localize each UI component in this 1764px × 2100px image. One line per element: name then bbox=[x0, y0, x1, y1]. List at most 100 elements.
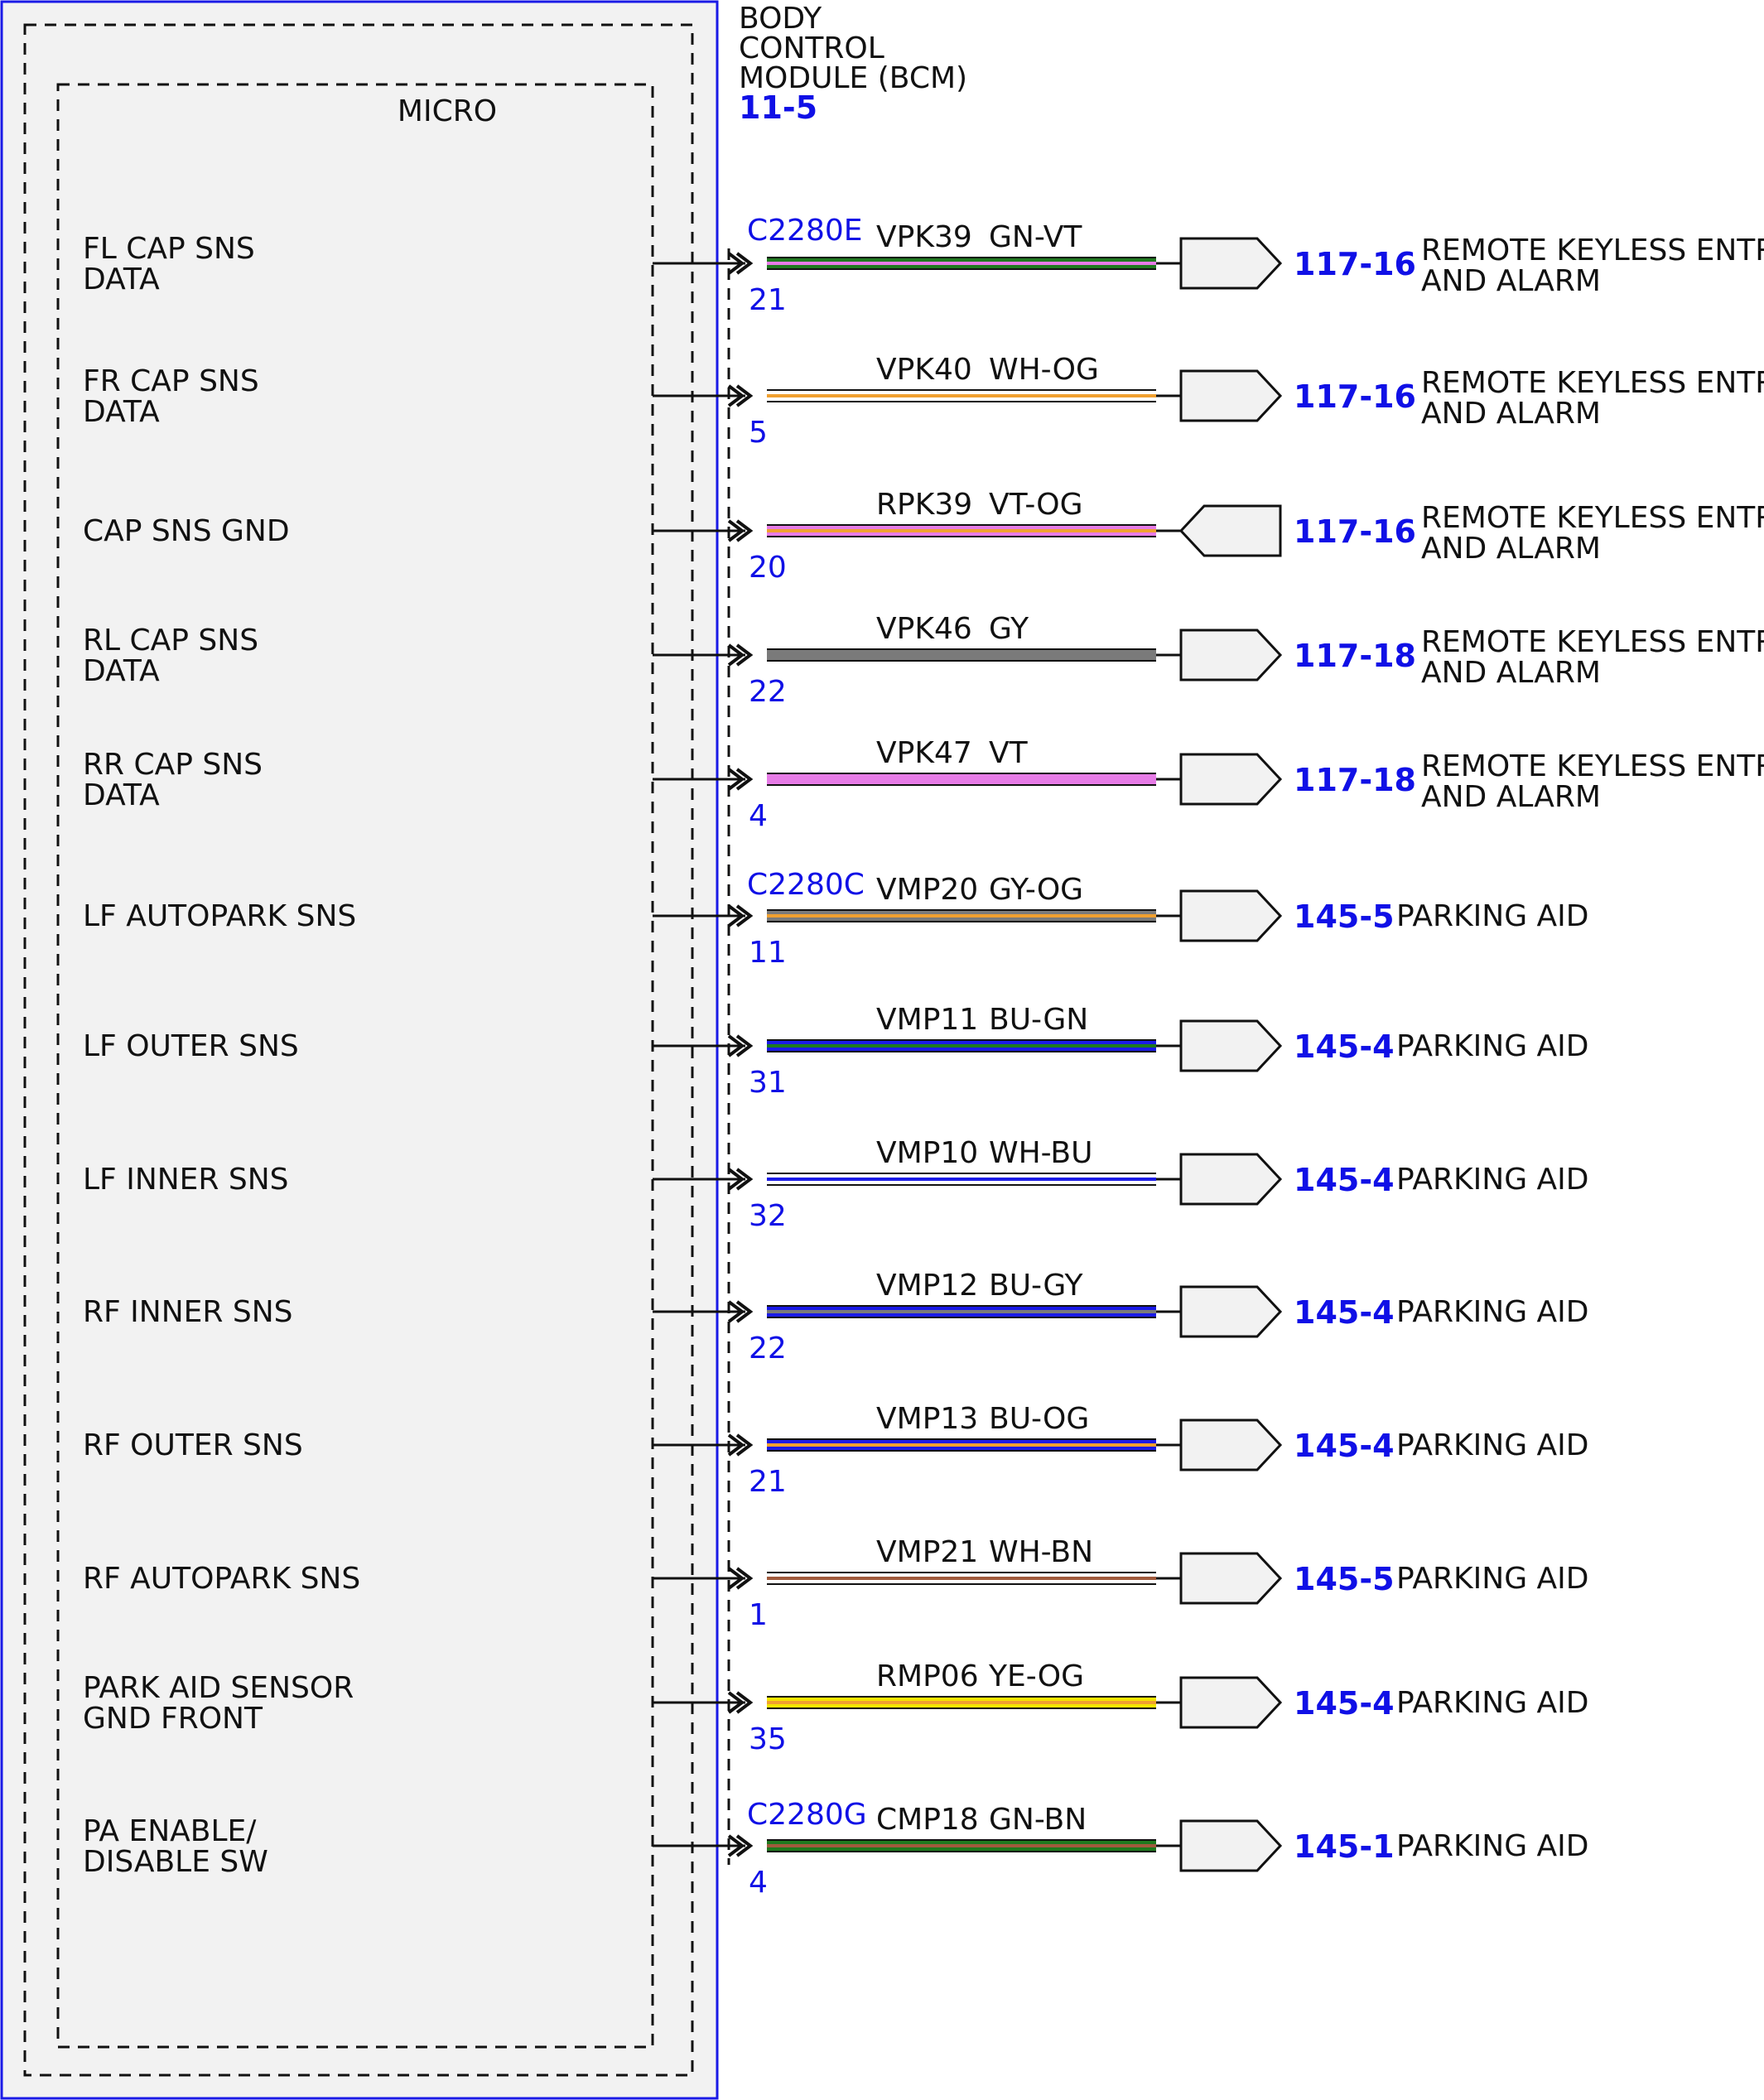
page-ref-link[interactable]: 145-5 bbox=[1294, 898, 1395, 935]
destination-label: REMOTE KEYLESS ENTRY bbox=[1421, 234, 1764, 267]
wire-stripe-color bbox=[767, 394, 1156, 397]
connector-arrow-icon bbox=[735, 1034, 754, 1057]
destination-label: REMOTE KEYLESS ENTRY bbox=[1421, 366, 1764, 400]
page-ref-link[interactable]: 117-18 bbox=[1294, 638, 1416, 674]
destination-label: PARKING AID bbox=[1396, 1163, 1589, 1197]
page-ref-link[interactable]: 117-18 bbox=[1294, 762, 1416, 798]
pin-number: 35 bbox=[749, 1722, 787, 1756]
pin-number: 31 bbox=[749, 1066, 787, 1100]
wire-base-color bbox=[767, 650, 1156, 660]
page-ref-link[interactable]: 117-16 bbox=[1294, 513, 1416, 550]
connector-arrow-icon bbox=[735, 1834, 754, 1857]
terminal-connector-icon bbox=[1179, 753, 1283, 806]
circuit-id: CMP18 bbox=[876, 1803, 979, 1837]
wire-color-code: BU-OG bbox=[989, 1402, 1089, 1436]
page-ref-link[interactable]: 145-1 bbox=[1294, 1828, 1395, 1865]
wire-stripe-color bbox=[767, 262, 1156, 265]
connector-arrow-icon bbox=[735, 384, 754, 407]
wire-stripe-color bbox=[767, 1044, 1156, 1048]
wire-color-code: WH-BN bbox=[989, 1535, 1093, 1569]
terminal-connector-icon bbox=[1179, 889, 1283, 942]
circuit-id: VPK40 bbox=[876, 353, 972, 387]
wire-color-code: WH-BU bbox=[989, 1136, 1092, 1170]
wire-color-code: YE-OG bbox=[988, 1659, 1084, 1693]
terminal-connector-icon bbox=[1179, 237, 1283, 290]
pin-label: DATA bbox=[83, 778, 160, 812]
connector-arrow-icon bbox=[735, 1567, 754, 1590]
circuit-id: RPK39 bbox=[876, 488, 972, 522]
destination-label: AND ALARM bbox=[1421, 656, 1601, 690]
wire-stripe-color bbox=[767, 1701, 1156, 1704]
pin-label: LF OUTER SNS bbox=[83, 1029, 299, 1063]
pin-label: LF AUTOPARK SNS bbox=[83, 899, 356, 933]
connector-arrow-icon bbox=[727, 1834, 745, 1857]
wire-color-code: WH-OG bbox=[989, 353, 1099, 387]
pin-label: FL CAP SNS bbox=[83, 232, 255, 266]
pin-label: DATA bbox=[83, 654, 160, 688]
connector-id: C2280E bbox=[747, 214, 863, 248]
connector-arrow-icon bbox=[727, 1691, 745, 1714]
pin-number: 21 bbox=[749, 1465, 787, 1499]
pin-label: RR CAP SNS bbox=[83, 748, 263, 782]
pin-label: RL CAP SNS bbox=[83, 624, 258, 657]
pin-number: 4 bbox=[749, 1866, 768, 1900]
destination-label: PARKING AID bbox=[1396, 1295, 1589, 1329]
destination-label: PARKING AID bbox=[1396, 1029, 1589, 1063]
pin-label: RF OUTER SNS bbox=[83, 1428, 303, 1462]
wire-color-code: BU-GY bbox=[989, 1269, 1083, 1303]
wire-color-code: GY bbox=[989, 612, 1029, 646]
page-ref-link[interactable]: 145-4 bbox=[1294, 1294, 1395, 1331]
connector-arrow-icon bbox=[735, 1433, 754, 1457]
pin-label: RF AUTOPARK SNS bbox=[83, 1562, 360, 1596]
module-title-line-3: MODULE (BCM) bbox=[739, 61, 967, 95]
page-ref-link[interactable]: 145-4 bbox=[1294, 1028, 1395, 1065]
destination-label: REMOTE KEYLESS ENTRY bbox=[1421, 501, 1764, 535]
pin-label: DATA bbox=[83, 262, 160, 296]
connector-arrow-icon bbox=[735, 643, 754, 667]
page-ref-link[interactable]: 117-16 bbox=[1294, 246, 1416, 282]
terminal-connector-icon bbox=[1179, 1676, 1283, 1729]
pin-number: 11 bbox=[749, 936, 787, 970]
connector-arrow-icon bbox=[735, 252, 754, 275]
destination-label: PARKING AID bbox=[1396, 1562, 1589, 1596]
pin-label: PA ENABLE/ bbox=[83, 1814, 257, 1848]
wire-stripe-color bbox=[767, 529, 1156, 532]
connector-arrow-icon bbox=[727, 1168, 745, 1191]
wire-base-color bbox=[767, 774, 1156, 784]
connector-arrow-icon bbox=[727, 252, 745, 275]
page-ref-link[interactable]: 145-4 bbox=[1294, 1428, 1395, 1464]
wire-color-code: GN-BN bbox=[989, 1803, 1087, 1837]
circuit-id: VMP20 bbox=[876, 873, 978, 907]
page-ref-link[interactable]: 145-4 bbox=[1294, 1685, 1395, 1722]
terminal-connector-icon bbox=[1179, 369, 1283, 422]
destination-label: AND ALARM bbox=[1421, 532, 1601, 566]
connector-arrow-icon bbox=[727, 904, 745, 927]
module-ref[interactable]: 11-5 bbox=[739, 89, 817, 126]
pin-number: 32 bbox=[749, 1199, 787, 1233]
page-ref-link[interactable]: 117-16 bbox=[1294, 378, 1416, 415]
destination-label: PARKING AID bbox=[1396, 1829, 1589, 1863]
pin-label: DISABLE SW bbox=[83, 1845, 268, 1879]
connector-arrow-icon bbox=[727, 519, 745, 542]
destination-label: AND ALARM bbox=[1421, 397, 1601, 431]
bcm-module-body bbox=[0, 0, 719, 2100]
wire-color-code: BU-GN bbox=[989, 1003, 1088, 1037]
connector-arrow-icon bbox=[727, 768, 745, 791]
wire-color-code: GN-VT bbox=[989, 220, 1082, 254]
connector-arrow-icon bbox=[727, 1433, 745, 1457]
pin-number: 5 bbox=[749, 416, 768, 450]
module-title-line-2: CONTROL bbox=[739, 31, 884, 65]
bcm-module-dashed-outline bbox=[23, 23, 694, 2077]
connector-arrow-icon bbox=[727, 1567, 745, 1590]
wire-color-code: VT-OG bbox=[989, 488, 1083, 522]
page-ref-link[interactable]: 145-4 bbox=[1294, 1162, 1395, 1198]
connector-arrow-icon bbox=[735, 768, 754, 791]
wire-stripe-color bbox=[767, 1443, 1156, 1447]
page-ref-link[interactable]: 145-5 bbox=[1294, 1561, 1395, 1597]
destination-label: PARKING AID bbox=[1396, 1686, 1589, 1720]
circuit-id: VPK47 bbox=[876, 736, 972, 770]
wire-stripe-color bbox=[767, 914, 1156, 918]
destination-label: AND ALARM bbox=[1421, 780, 1601, 814]
